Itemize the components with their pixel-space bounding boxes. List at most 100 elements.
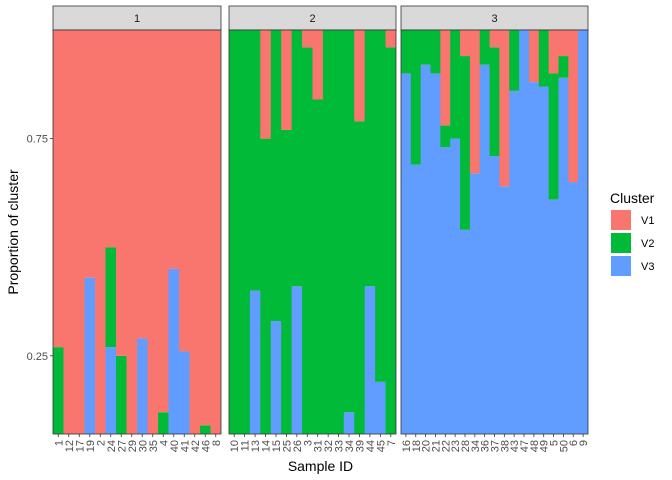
bar-segment-v2 <box>105 247 117 348</box>
bar-segment-v2 <box>312 99 324 434</box>
x-tick-label: 17 <box>74 440 86 452</box>
bar-segment-v3 <box>578 30 588 434</box>
bar-segment-v3 <box>291 286 303 434</box>
bar-segment-v2 <box>260 138 272 434</box>
bar-segment-v3 <box>528 82 540 434</box>
bar-segment-v3 <box>364 286 376 434</box>
x-tick-label: 34 <box>344 440 356 452</box>
x-tick-label: 19 <box>85 440 97 452</box>
x-tick-label: 34 <box>470 440 482 452</box>
x-tick-label: 21 <box>430 440 442 452</box>
bar-segment-v3 <box>440 147 451 434</box>
x-tick-label: 6 <box>568 440 580 446</box>
x-tick-label: 5 <box>549 440 561 446</box>
facet-strip-label: 3 <box>491 13 497 25</box>
bar-segment-v3 <box>53 451 64 464</box>
facet-panels: 1112171922427293035440414246821011131415… <box>52 5 590 464</box>
x-tick-label: 24 <box>106 440 118 452</box>
x-tick-label: 35 <box>148 440 160 452</box>
bar-segment-v1 <box>126 30 138 434</box>
x-tick-label: 8 <box>211 440 223 446</box>
x-tick-label: 14 <box>261 440 273 452</box>
x-tick-label: 49 <box>539 440 551 452</box>
x-tick-label: 28 <box>460 440 472 452</box>
x-tick-label: 9 <box>578 440 590 446</box>
x-tick-label: 10 <box>229 440 241 452</box>
x-tick-label: 22 <box>440 440 452 452</box>
bar-segment-v2 <box>450 30 461 139</box>
bar-segment-v1 <box>385 30 396 48</box>
legend-swatch-v1 <box>611 210 631 230</box>
panel-border <box>400 29 589 435</box>
bar-segment-v3 <box>450 138 461 434</box>
bar-segment-v3 <box>469 173 481 434</box>
bar-segment-v1 <box>558 30 569 57</box>
x-tick-label: 3 <box>302 440 314 446</box>
bar-segment-v2 <box>354 121 366 434</box>
bar-segment-v1 <box>499 30 510 187</box>
bar-segment-v1 <box>210 30 221 434</box>
bar-segment-v1 <box>281 30 293 130</box>
bar-segment-v1 <box>528 30 540 83</box>
x-tick-label: 48 <box>529 440 541 452</box>
x-tick-label: 40 <box>169 440 181 452</box>
bars <box>53 30 221 464</box>
bar-segment-v3 <box>519 30 530 434</box>
bar-segment-v3 <box>568 182 579 434</box>
x-tick-label: 45 <box>375 440 387 452</box>
x-tick-label: 39 <box>354 440 366 452</box>
bar-segment-v3 <box>410 164 422 434</box>
facet-strip <box>52 5 222 31</box>
y-axis-title: Proportion of cluster <box>5 169 21 295</box>
bar-segment-v3 <box>548 199 559 434</box>
x-tick-label: 29 <box>127 440 139 452</box>
x-tick-label: 13 <box>250 440 262 452</box>
x-tick-label: 12 <box>64 440 76 452</box>
bar-segment-v2 <box>460 56 471 230</box>
x-tick-label: 43 <box>509 440 521 452</box>
bar-segment-v1 <box>302 30 313 48</box>
bar-segment-v2 <box>479 30 490 65</box>
bar-segment-v2 <box>333 30 345 434</box>
bar-segment-v1 <box>200 30 211 426</box>
bar-segment-v1 <box>312 30 324 100</box>
bar-segment-v2 <box>548 73 559 200</box>
bar-segment-v2 <box>489 47 500 156</box>
x-tick-label: 1 <box>53 440 65 446</box>
panel-border <box>228 29 397 435</box>
bar-segment-v3 <box>179 351 190 434</box>
bar-segment-v2 <box>430 30 441 74</box>
x-axis-title: Sample ID <box>288 458 353 474</box>
bar-segment-v3 <box>489 155 500 434</box>
bar-segment-v1 <box>440 30 451 126</box>
bar-segment-v1 <box>489 30 500 48</box>
bar-segment-v2 <box>385 47 396 434</box>
x-tick-label: 32 <box>323 440 335 452</box>
bar-segment-v2 <box>538 30 550 87</box>
x-tick-label: 44 <box>365 440 377 452</box>
x-tick-label: 50 <box>558 440 570 452</box>
x-tick-label: 41 <box>179 440 191 452</box>
bar-segment-v3 <box>460 229 471 434</box>
bar-segment-v2 <box>200 425 211 434</box>
bar-segment-v2 <box>270 30 282 322</box>
bar-segment-v1 <box>53 30 64 348</box>
x-tick-label: 46 <box>200 440 212 452</box>
bar-segment-v2 <box>229 30 240 434</box>
bar-segment-v2 <box>440 125 451 148</box>
bar-segment-v2 <box>281 129 293 434</box>
bar-segment-v3 <box>420 64 431 434</box>
x-tick-label: 31 <box>313 440 325 452</box>
bar-segment-v3 <box>375 381 386 434</box>
bar-segment-v3 <box>137 338 148 434</box>
facet-strip <box>228 5 397 31</box>
x-tick-label: 38 <box>499 440 511 452</box>
bar-segment-v2 <box>158 412 169 434</box>
bar-segment-v3 <box>105 347 117 434</box>
bar-segment-v1 <box>158 30 169 413</box>
legend-title: Cluster <box>610 190 655 206</box>
bar-segment-v2 <box>401 30 412 74</box>
bar-segment-v3 <box>249 290 261 434</box>
